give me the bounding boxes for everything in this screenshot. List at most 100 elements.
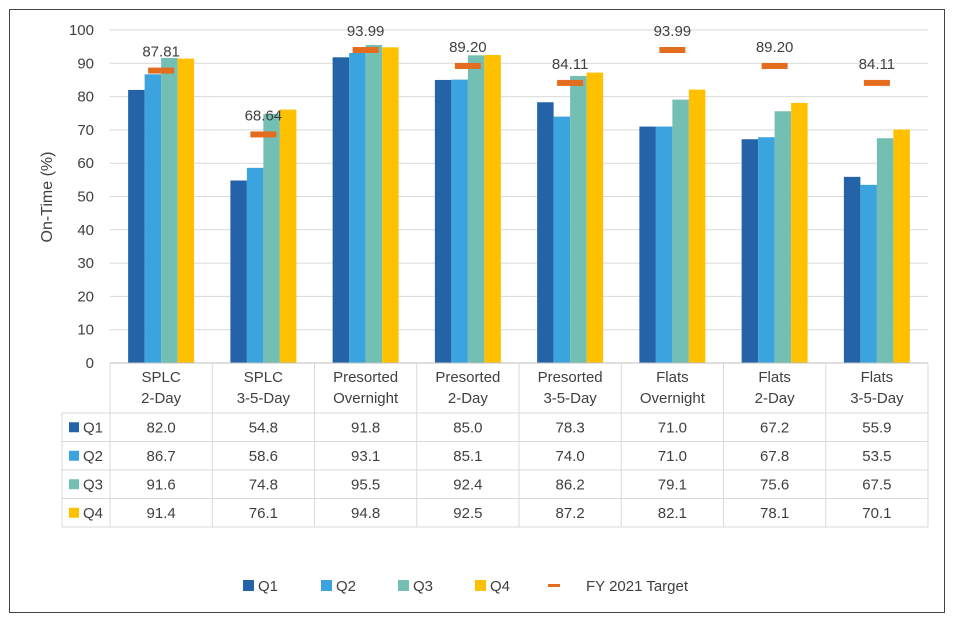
legend-label: Q2 bbox=[336, 578, 356, 595]
y-tick-label: 20 bbox=[77, 288, 94, 305]
legend-swatch-target bbox=[548, 584, 560, 587]
legend-swatch-q4 bbox=[475, 580, 486, 591]
legend: Q1 Q2 Q3 Q4 FY 2021 Target bbox=[243, 578, 689, 595]
bar-q2 bbox=[451, 79, 468, 363]
x-tick-label: Flats bbox=[656, 369, 689, 386]
y-tick-label: 100 bbox=[69, 22, 94, 39]
target-label: 84.11 bbox=[552, 56, 588, 73]
x-tick-label: Presorted bbox=[435, 369, 500, 386]
chart-frame bbox=[9, 9, 945, 613]
target-marker bbox=[352, 47, 379, 54]
y-tick-label: 50 bbox=[77, 189, 94, 206]
legend-label: Q3 bbox=[413, 578, 433, 595]
x-tick-label: Overnight bbox=[333, 390, 399, 407]
target-markers bbox=[148, 47, 890, 138]
target-marker bbox=[250, 131, 277, 138]
bar-q2 bbox=[246, 167, 264, 363]
table-cell: 55.9 bbox=[862, 419, 891, 436]
table-legend-key bbox=[69, 507, 79, 518]
target-label: 87.81 bbox=[142, 44, 180, 61]
bar-q3 bbox=[263, 113, 280, 363]
table-legend-key bbox=[69, 450, 79, 461]
target-marker bbox=[863, 79, 890, 86]
target-label: 89.20 bbox=[449, 39, 487, 56]
bar-q3 bbox=[467, 55, 485, 364]
table-cell: 58.6 bbox=[249, 448, 278, 465]
x-tick-label: 3-5-Day bbox=[850, 390, 904, 407]
legend-swatch-q3 bbox=[398, 580, 409, 591]
y-tick-label: 30 bbox=[77, 255, 94, 272]
bar-q1 bbox=[537, 102, 554, 364]
table-row-label: Q4 bbox=[83, 505, 103, 522]
table-cell: 76.1 bbox=[249, 505, 278, 522]
bar-q1 bbox=[639, 126, 656, 363]
bar-q4 bbox=[177, 58, 195, 363]
table-cell: 78.1 bbox=[760, 505, 789, 522]
data-table: SPLC 2-Day SPLC 3-5-Day Presorted Overnight Pr… bbox=[61, 362, 929, 528]
bar-q4 bbox=[893, 129, 910, 363]
target-label: 93.99 bbox=[347, 23, 385, 40]
bar-q3 bbox=[774, 111, 792, 363]
table-cell: 78.3 bbox=[556, 419, 585, 436]
bar-q2 bbox=[553, 116, 571, 363]
table-row-label: Q3 bbox=[83, 476, 103, 493]
table-cell: 85.1 bbox=[453, 448, 482, 465]
table-cell: 74.8 bbox=[249, 476, 278, 493]
x-tick-label: Presorted bbox=[333, 369, 398, 386]
target-marker bbox=[761, 62, 788, 69]
bar-q3 bbox=[161, 57, 178, 364]
bar-q2 bbox=[860, 184, 877, 363]
table-cell: 75.6 bbox=[760, 476, 789, 493]
table-cell: 79.1 bbox=[658, 476, 687, 493]
x-tick-label: 2-Day bbox=[141, 390, 182, 407]
table-cell: 82.1 bbox=[658, 505, 687, 522]
y-tick-label: 40 bbox=[77, 222, 94, 239]
table-cell: 74.0 bbox=[556, 448, 585, 465]
x-tick-label: Presorted bbox=[538, 369, 603, 386]
bar-q4 bbox=[688, 89, 706, 364]
x-tick-label: 3-5-Day bbox=[543, 390, 597, 407]
y-axis: 0 10 20 30 40 50 60 70 80 90 100 bbox=[69, 22, 94, 372]
table-row-label: Q2 bbox=[83, 448, 103, 465]
table-legend-key bbox=[69, 479, 79, 490]
x-tick-label: SPLC bbox=[142, 369, 181, 386]
target-marker bbox=[659, 47, 686, 54]
bar-q3 bbox=[365, 44, 383, 364]
bar-q2 bbox=[655, 126, 673, 363]
legend-label: Q4 bbox=[490, 578, 510, 595]
table-cell: 67.2 bbox=[760, 419, 789, 436]
x-tick-label: Overnight bbox=[640, 390, 706, 407]
y-tick-label: 10 bbox=[77, 322, 94, 339]
bar-q1 bbox=[332, 57, 350, 363]
table-cell: 91.8 bbox=[351, 419, 380, 436]
y-tick-label: 90 bbox=[77, 55, 94, 72]
bar-q4 bbox=[791, 102, 808, 363]
table-cell: 93.1 bbox=[351, 448, 380, 465]
y-tick-label: 0 bbox=[86, 355, 94, 372]
legend-swatch-q1 bbox=[243, 580, 254, 591]
table-cell: 53.5 bbox=[862, 448, 891, 465]
table-cell: 87.2 bbox=[556, 505, 585, 522]
table-cell: 94.8 bbox=[351, 505, 380, 522]
table-cell: 54.8 bbox=[249, 419, 278, 436]
bar-q4 bbox=[279, 109, 297, 363]
bars bbox=[128, 44, 910, 364]
y-tick-label: 60 bbox=[77, 155, 94, 172]
y-tick-label: 70 bbox=[77, 122, 94, 139]
table-legend-key bbox=[69, 422, 79, 433]
table-cell: 85.0 bbox=[453, 419, 482, 436]
table-cell: 82.0 bbox=[147, 419, 176, 436]
table-cell: 67.8 bbox=[760, 448, 789, 465]
table-cell: 86.7 bbox=[147, 448, 176, 465]
legend-label: FY 2021 Target bbox=[586, 578, 689, 595]
target-label: 68.64 bbox=[245, 107, 283, 124]
bar-q1 bbox=[741, 139, 759, 363]
bar-q4 bbox=[382, 47, 399, 363]
bar-q3 bbox=[570, 75, 587, 363]
bar-q2 bbox=[349, 52, 366, 364]
table-cell: 71.0 bbox=[658, 419, 687, 436]
target-marker bbox=[557, 79, 584, 86]
x-tick-label: Flats bbox=[758, 369, 791, 386]
table-cell: 67.5 bbox=[862, 476, 891, 493]
